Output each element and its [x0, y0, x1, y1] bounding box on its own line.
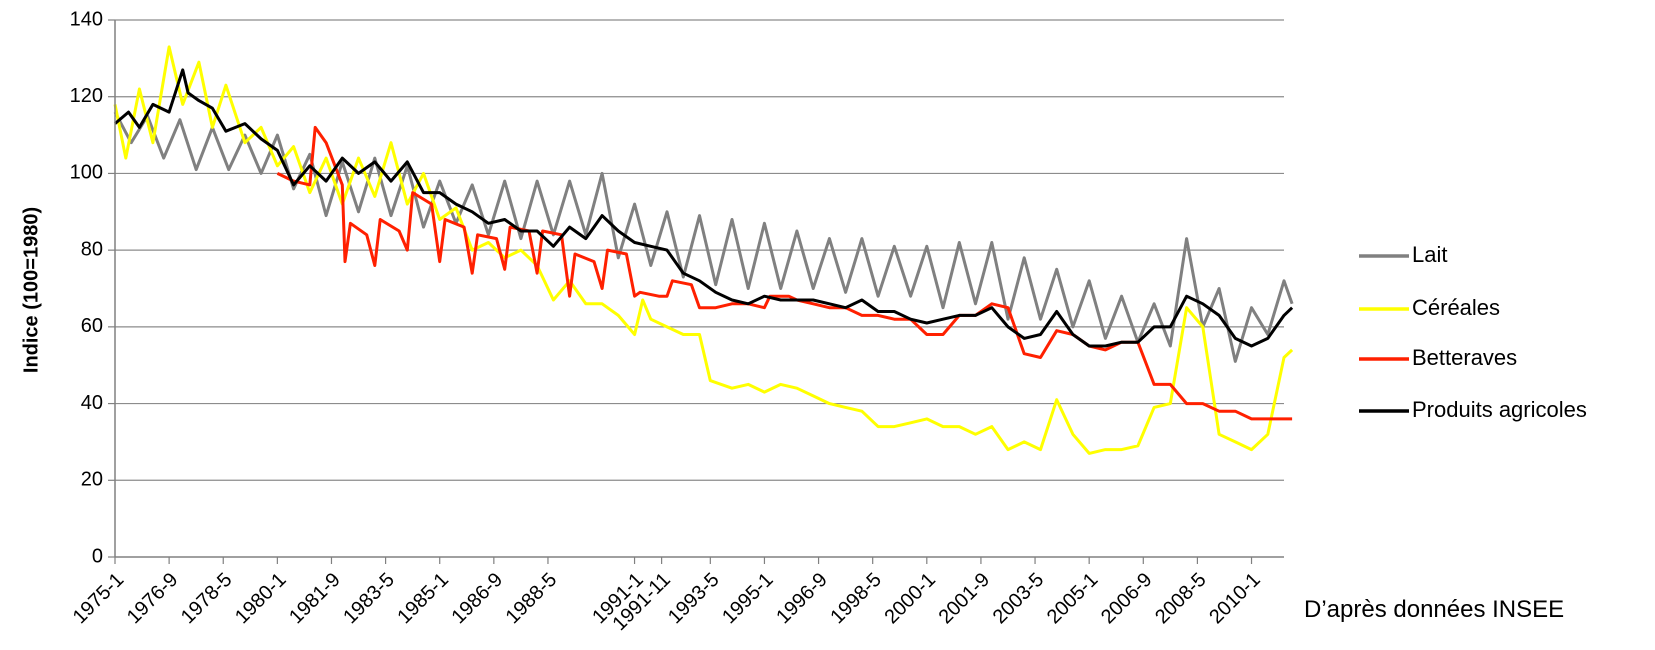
x-tick-label: 1978-5 [177, 569, 237, 629]
legend-label-2: Betteraves [1412, 345, 1517, 370]
x-tick-label: 2005-1 [1043, 569, 1103, 629]
x-tick-label: 1983-5 [339, 569, 399, 629]
y-tick-label: 60 [81, 315, 103, 337]
y-tick-label: 0 [92, 545, 103, 567]
legend-label-3: Produits agricoles [1412, 397, 1587, 422]
y-axis-ticks: 0 20 40 60 80 100 120 140 [70, 8, 115, 567]
y-tick-label: 120 [70, 85, 103, 107]
source-note: D’après données INSEE [1304, 596, 1564, 623]
series-line-1 [113, 45, 1294, 455]
series-line-3 [114, 68, 1294, 348]
x-tick-label: 2008-5 [1151, 569, 1211, 629]
x-tick-label: 1985-1 [393, 569, 453, 629]
y-tick-label: 20 [81, 469, 103, 491]
x-tick-label: 2003-5 [989, 569, 1049, 629]
y-tick-label: 80 [81, 238, 103, 260]
x-tick-label: 1986-9 [448, 569, 508, 629]
series-lines [113, 45, 1294, 455]
y-tick-label: 100 [70, 162, 103, 184]
x-tick-label: 1995-1 [718, 569, 778, 629]
x-axis-ticks: 1975-11976-91978-51980-11981-91983-51985… [69, 557, 1265, 635]
x-tick-label: 1993-5 [664, 569, 724, 629]
y-axis-title: Indice (100=1980) [20, 207, 42, 373]
gridlines [115, 19, 1284, 481]
x-tick-label: 1981-9 [285, 569, 345, 629]
x-tick-label: 2010-1 [1205, 569, 1265, 629]
x-tick-label: 2000-1 [880, 569, 940, 629]
legend: Lait Céréales Betteraves Produits agricoles [1359, 242, 1587, 422]
legend-label-1: Céréales [1412, 295, 1500, 320]
y-tick-label: 140 [70, 8, 103, 30]
x-tick-label: 1980-1 [231, 569, 291, 629]
x-tick-label: 1975-1 [69, 569, 129, 629]
x-tick-label: 2001-9 [935, 569, 995, 629]
y-tick-label: 40 [81, 392, 103, 414]
x-tick-label: 1988-5 [502, 569, 562, 629]
x-tick-label: 2006-9 [1097, 569, 1157, 629]
x-tick-label: 1998-5 [826, 569, 886, 629]
legend-label-0: Lait [1412, 242, 1447, 267]
x-tick-label: 1996-9 [772, 569, 832, 629]
x-tick-label: 1976-9 [123, 569, 183, 629]
